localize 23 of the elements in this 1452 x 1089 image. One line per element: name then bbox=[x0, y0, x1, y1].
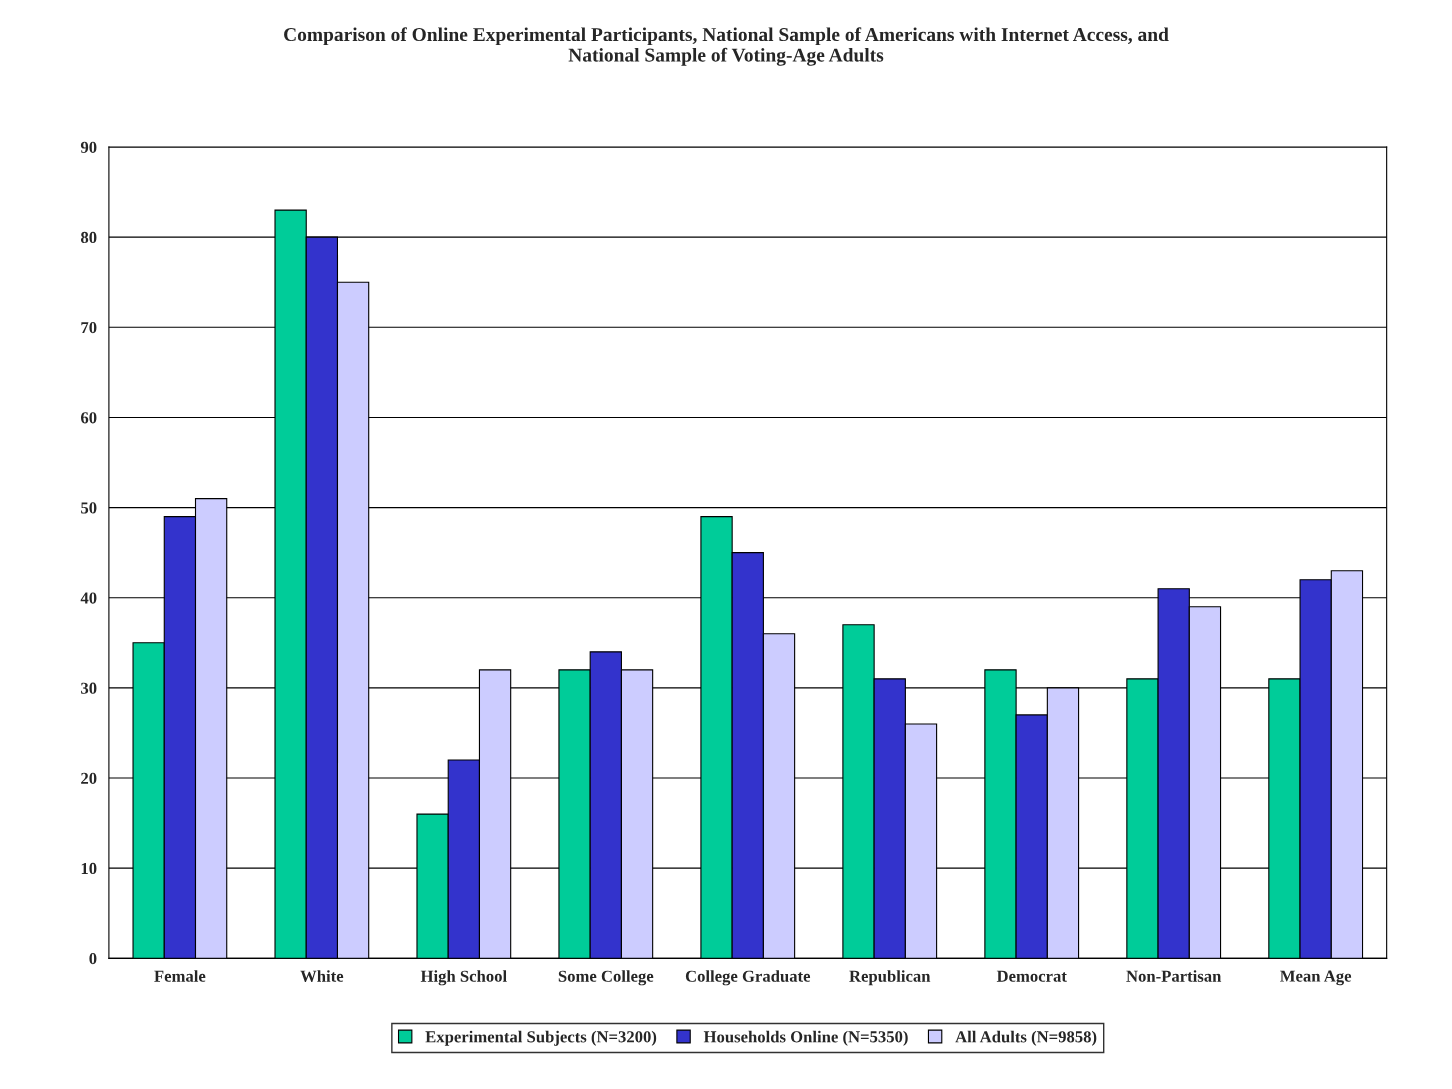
y-tick-label: 20 bbox=[81, 772, 97, 784]
y-tick-label: 30 bbox=[81, 682, 97, 694]
x-tick-label: Democrat bbox=[996, 970, 1067, 982]
y-tick-label: 50 bbox=[81, 502, 97, 514]
y-tick-label: 10 bbox=[81, 862, 97, 875]
chart-title: Comparison of Online Experimental Participants, National Sample of Americans with Internet Access, and National Sample of Voting-Age Adults bbox=[284, 27, 1169, 66]
y-tick-label: 80 bbox=[80, 231, 97, 244]
x-tick-label: Mean Age bbox=[1280, 970, 1352, 986]
x-tick-label: Non-Partisan bbox=[1126, 970, 1222, 982]
legend-label: All Adults (N=9858) bbox=[955, 1030, 1097, 1046]
x-tick-label: Some College bbox=[558, 970, 654, 986]
x-tick-label: College Graduate bbox=[685, 970, 811, 986]
y-tick-label: 40 bbox=[80, 592, 97, 604]
x-tick-label: Female bbox=[154, 970, 206, 982]
y-tick-label: 70 bbox=[81, 322, 97, 334]
x-tick-label: White bbox=[300, 970, 344, 982]
y-tick-label: 90 bbox=[80, 141, 97, 153]
x-tick-label: Republican bbox=[849, 970, 931, 986]
legend-label: Experimental Subjects (N=3200) bbox=[425, 1030, 657, 1046]
y-tick-label: 60 bbox=[81, 412, 97, 424]
y-tick-label: 0 bbox=[89, 953, 97, 965]
legend-label: Households Online (N=5350) bbox=[703, 1030, 908, 1046]
x-tick-label: High School bbox=[420, 970, 507, 986]
